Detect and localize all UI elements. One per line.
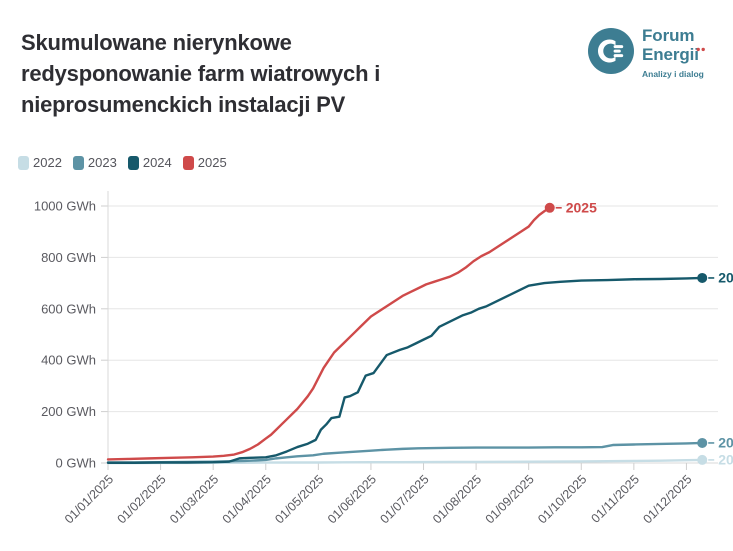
x-axis-tick-label: 01/07/2025 <box>378 472 432 526</box>
title-line-3: nieprosumenckich instalacji PV <box>21 92 346 117</box>
chart-legend: 2022 2023 2024 2025 <box>18 155 227 170</box>
legend-item-2022[interactable]: 2022 <box>18 155 62 170</box>
legend-swatch-icon <box>18 155 29 170</box>
y-axis-tick-label: 800 GWh <box>41 250 96 265</box>
series-end-marker-2024 <box>697 272 708 283</box>
series-end-label-2025: 2025 <box>566 200 597 216</box>
logo-tagline: Analizy i dialog <box>642 69 704 79</box>
x-axis-tick-label: 01/01/2025 <box>62 472 116 526</box>
legend-swatch-icon <box>127 155 139 170</box>
series-line-2024 <box>106 276 704 464</box>
legend-label: 2025 <box>197 155 227 170</box>
legend-item-2024[interactable]: 2024 <box>127 155 172 170</box>
chart-plot-area: 0 GWh 200 GWh 400 GWh 600 GWh 800 GWh 1000 GW… <box>0 185 733 551</box>
x-axis-tick-label: 01/08/2025 <box>430 472 484 526</box>
series-end-label-2024: 2024 <box>718 270 733 286</box>
legend-swatch-icon <box>182 155 194 170</box>
x-axis-tick-label: 01/10/2025 <box>535 472 589 526</box>
series-end-label-2022: 2022 <box>718 452 733 468</box>
y-axis-tick-label: 200 GWh <box>41 404 96 419</box>
logo-line-2-wrap: Energii <box>642 45 705 64</box>
y-axis-tick-label: 0 GWh <box>56 456 96 471</box>
x-axis-tick-label: 01/03/2025 <box>167 472 221 526</box>
logo-dots-icon <box>696 47 705 52</box>
series-line-2023 <box>106 441 704 464</box>
page-title: Skumulowane nierynkowe redysponowanie fa… <box>21 27 541 120</box>
chart-header: Skumulowane nierynkowe redysponowanie fa… <box>0 0 733 150</box>
logo-line-2: Energii <box>642 45 699 64</box>
title-line-1: Skumulowane nierynkowe <box>21 30 292 55</box>
y-axis-tick-label: 600 GWh <box>41 301 96 316</box>
y-axis-tick-label: 1000 GWh <box>34 199 96 214</box>
title-line-2: redysponowanie farm wiatrowych i <box>21 61 381 86</box>
legend-item-2023[interactable]: 2023 <box>72 155 117 170</box>
legend-label: 2022 <box>33 155 62 170</box>
legend-swatch-icon <box>72 155 84 170</box>
x-axis-tick-label: 01/04/2025 <box>220 472 274 526</box>
x-axis-tick-label: 01/02/2025 <box>115 472 169 526</box>
x-axis-tick-label: 01/05/2025 <box>272 472 326 526</box>
forum-energii-circle-icon <box>588 28 634 74</box>
legend-label: 2024 <box>142 155 172 170</box>
x-axis-tick-label: 01/12/2025 <box>640 472 694 526</box>
x-axis-tick-label: 01/09/2025 <box>483 472 537 526</box>
legend-item-2025[interactable]: 2025 <box>182 155 227 170</box>
logo-line-1: Forum <box>642 26 695 45</box>
x-axis-tick-label: 01/11/2025 <box>588 472 642 526</box>
x-axis-tick-label: 01/06/2025 <box>325 472 379 526</box>
line-chart: 0 GWh 200 GWh 400 GWh 600 GWh 800 GWh 1000 GW… <box>34 191 733 526</box>
y-axis-tick-label: 400 GWh <box>41 353 96 368</box>
series-end-marker-2025 <box>544 202 555 213</box>
series-end-label-2023: 2023 <box>718 435 733 451</box>
logo-wordmark: Forum Energii Analizy i dialog <box>642 26 705 79</box>
forum-energii-logo: Forum Energii Analizy i dialog <box>588 26 728 86</box>
legend-label: 2023 <box>87 155 117 170</box>
series-line-2025 <box>106 206 551 461</box>
series-end-marker-2023 <box>697 437 708 448</box>
series-end-marker-2022 <box>697 454 708 465</box>
